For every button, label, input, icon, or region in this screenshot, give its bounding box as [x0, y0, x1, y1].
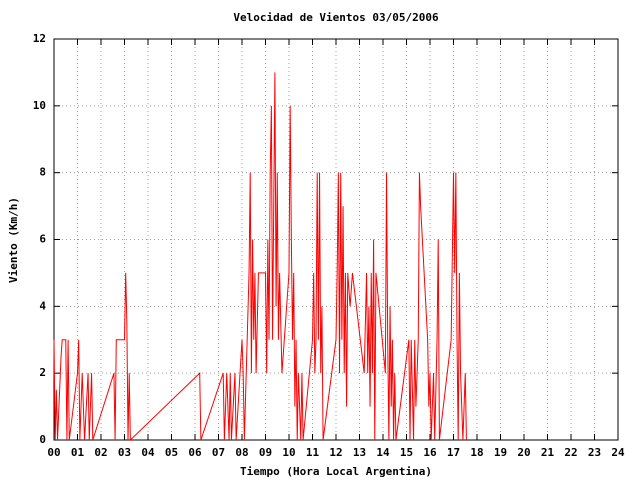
x-tick-label: 04: [141, 446, 155, 459]
y-tick-label: 6: [39, 233, 46, 246]
x-tick-label: 03: [118, 446, 131, 459]
x-tick-label: 02: [94, 446, 107, 459]
y-tick-label: 2: [39, 366, 46, 379]
chart-title: Velocidad de Vientos 03/05/2006: [233, 11, 439, 24]
y-tick-label: 10: [33, 99, 46, 112]
x-axis-label: Tiempo (Hora Local Argentina): [240, 465, 432, 478]
x-tick-label: 21: [541, 446, 555, 459]
x-tick-label: 20: [517, 446, 530, 459]
x-tick-label: 19: [494, 446, 507, 459]
x-tick-label: 15: [400, 446, 413, 459]
x-tick-label: 22: [564, 446, 577, 459]
x-tick-label: 24: [611, 446, 625, 459]
x-tick-label: 11: [306, 446, 320, 459]
y-tick-label: 8: [39, 166, 46, 179]
x-tick-label: 14: [376, 446, 390, 459]
x-tick-label: 18: [470, 446, 483, 459]
x-tick-label: 10: [282, 446, 295, 459]
plot-frame: [53, 38, 619, 441]
y-tick-label: 4: [39, 299, 46, 312]
y-tick-label: 0: [39, 433, 46, 446]
x-tick-label: 06: [188, 446, 202, 459]
x-tick-label: 01: [71, 446, 85, 459]
x-tick-label: 12: [329, 446, 342, 459]
x-tick-label: 05: [165, 446, 178, 459]
y-tick-label: 12: [33, 32, 46, 45]
x-tick-label: 08: [235, 446, 248, 459]
y-axis-label: Viento (Km/h): [7, 197, 20, 283]
x-tick-label: 16: [423, 446, 437, 459]
x-tick-label: 00: [47, 446, 60, 459]
x-tick-label: 13: [353, 446, 366, 459]
x-tick-label: 09: [259, 446, 272, 459]
x-tick-label: 07: [212, 446, 225, 459]
x-tick-label: 23: [588, 446, 601, 459]
data-line: [53, 72, 467, 442]
x-tick-label: 17: [447, 446, 460, 459]
